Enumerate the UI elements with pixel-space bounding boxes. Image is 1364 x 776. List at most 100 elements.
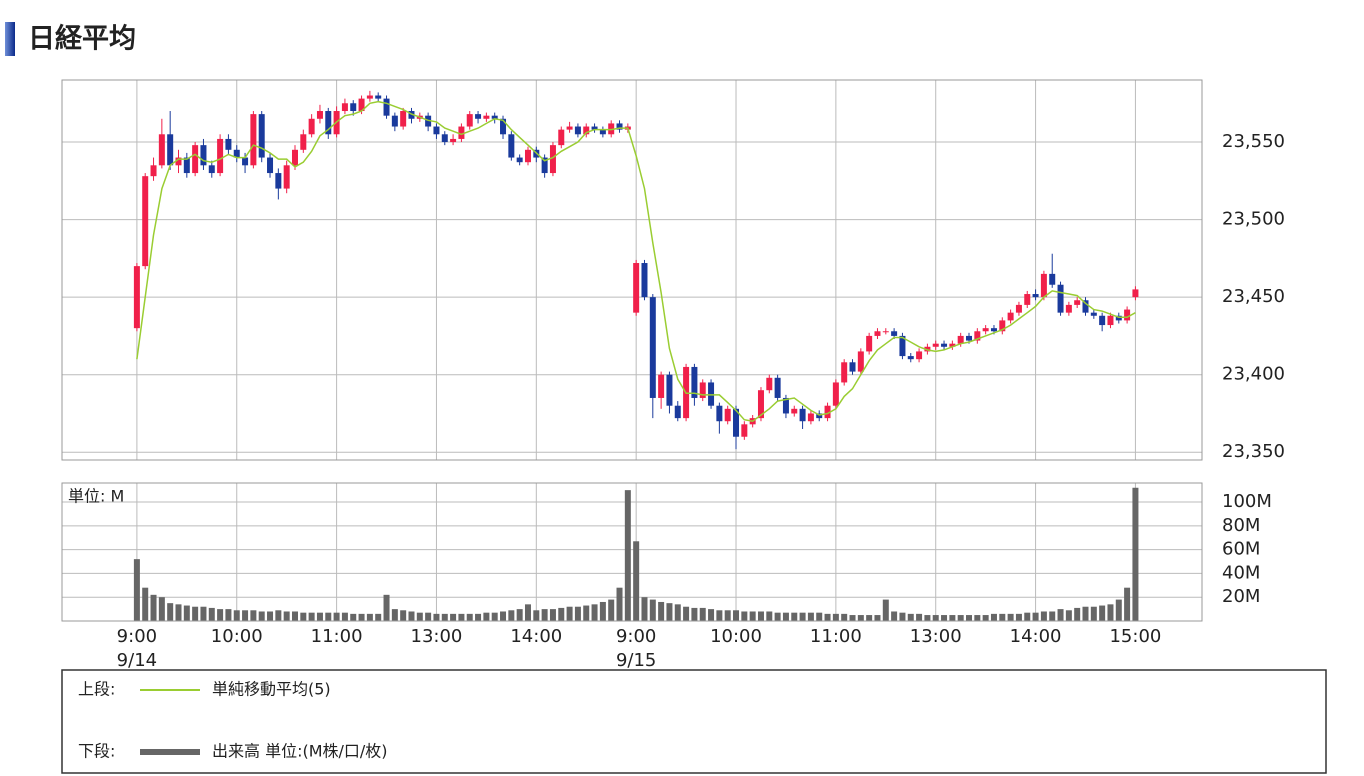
volume-bar <box>658 601 665 621</box>
candle-body <box>167 134 174 166</box>
candle-body <box>475 114 482 119</box>
candle-body <box>832 382 839 406</box>
candle-body <box>666 374 673 406</box>
candle-body <box>949 343 956 347</box>
volume-bar <box>949 615 956 621</box>
volume-bar <box>857 615 864 621</box>
candle-body <box>574 126 581 135</box>
x-tick-label: 11:00 <box>810 626 862 647</box>
candle-body <box>1065 304 1072 313</box>
x-tick-label: 14:00 <box>510 626 562 647</box>
candle-body <box>658 374 665 398</box>
candle-body <box>425 115 432 127</box>
volume-bar <box>966 615 973 621</box>
volume-bar <box>716 610 723 621</box>
y-tick-label: 23,400 <box>1222 364 1285 385</box>
volume-bar <box>708 609 715 621</box>
volume-bar <box>483 612 490 621</box>
candle-body <box>591 126 598 130</box>
candle-body <box>275 173 282 189</box>
candle-body <box>891 331 898 336</box>
volume-bar <box>275 610 282 621</box>
candle-body <box>192 145 199 174</box>
candle-body <box>649 297 656 398</box>
volume-bar <box>566 606 573 621</box>
candle-body <box>799 408 806 422</box>
candle-body <box>375 95 382 99</box>
candle-body <box>267 157 274 174</box>
candle-body <box>782 397 789 414</box>
candle-body <box>150 165 157 177</box>
volume-bar <box>583 605 590 621</box>
candle-body <box>516 157 523 163</box>
candle-body <box>932 343 939 347</box>
volume-bar <box>475 613 482 621</box>
volume-bar <box>200 606 207 621</box>
candle-body <box>807 413 814 422</box>
volume-bar <box>866 615 873 621</box>
volume-bar <box>907 613 914 621</box>
x-tick-label: 11:00 <box>311 626 363 647</box>
volume-bar <box>142 587 149 621</box>
candle-body <box>641 263 648 298</box>
volume-bar <box>916 613 923 621</box>
x-date-label: 9/14 <box>117 650 157 671</box>
volume-bar <box>549 609 556 621</box>
volume-bar <box>816 612 823 621</box>
volume-bar <box>325 612 332 621</box>
y-tick-label: 23,500 <box>1222 209 1285 230</box>
candle-body <box>158 134 165 166</box>
volume-bar <box>508 610 515 621</box>
volume-bar <box>990 613 997 621</box>
candle-body <box>882 331 889 333</box>
candle-body <box>325 111 332 135</box>
volume-bar <box>1057 609 1064 621</box>
candle-body <box>441 134 448 143</box>
volume-bar <box>982 615 989 621</box>
candle-body <box>899 335 906 357</box>
candle-body <box>941 343 948 347</box>
candle-body <box>907 356 914 360</box>
candle-body <box>258 114 265 158</box>
candle-body <box>1049 273 1056 285</box>
candle-body <box>133 266 140 329</box>
volume-bar <box>500 611 507 621</box>
volume-bar <box>1107 604 1114 621</box>
candle-body <box>1107 315 1114 326</box>
volume-bar <box>208 607 215 621</box>
candle-body <box>674 405 681 419</box>
candle-body <box>566 126 573 130</box>
volume-bar <box>641 597 648 621</box>
volume-bar <box>441 613 448 621</box>
candle-body <box>741 424 748 437</box>
candle-body <box>824 405 831 419</box>
candle-body <box>175 157 182 166</box>
volume-bar <box>425 612 432 621</box>
candle-body <box>774 377 781 398</box>
candle-body <box>1074 300 1081 305</box>
volume-bar <box>1074 607 1081 621</box>
candle-body <box>916 351 923 360</box>
candle-body <box>242 157 249 166</box>
candle-body <box>508 134 515 158</box>
volume-bar <box>683 606 690 621</box>
volume-bar <box>832 613 839 621</box>
volume-bar <box>724 610 731 621</box>
candle-body <box>866 335 873 352</box>
volume-bar <box>383 594 390 621</box>
volume-bar <box>824 613 831 621</box>
candle-body <box>1040 273 1047 298</box>
volume-bar <box>192 606 199 621</box>
candle-body <box>1132 289 1139 298</box>
x-tick-label: 9:00 <box>616 626 656 647</box>
volume-bar <box>999 613 1006 621</box>
volume-bar <box>1024 612 1031 621</box>
volume-bar <box>791 612 798 621</box>
candle-body <box>450 138 457 143</box>
candle-body <box>982 328 989 332</box>
x-tick-label: 9:00 <box>117 626 157 647</box>
volume-bar <box>633 541 640 621</box>
candle-body <box>699 382 706 398</box>
